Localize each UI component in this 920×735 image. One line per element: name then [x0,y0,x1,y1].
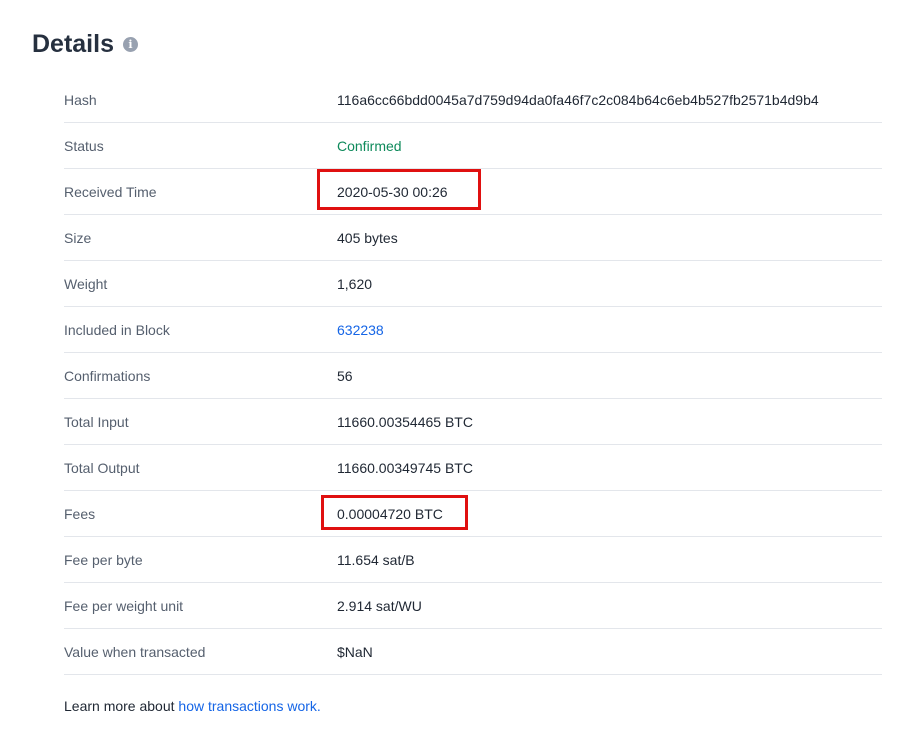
row-total-input: Total Input 11660.00354465 BTC [64,399,882,445]
footer-note: Learn more about how transactions work. [64,698,321,714]
received-time-value: 2020-05-30 00:26 [337,183,448,200]
row-label: Total Input [64,413,129,430]
row-label: Fees [64,505,96,522]
row-fees: Fees 0.00004720 BTC [64,491,882,537]
row-label: Value when transacted [64,643,206,660]
row-confirmations: Confirmations 56 [64,353,882,399]
row-block: Included in Block 632238 [64,307,882,353]
value-transacted-value: $NaN [337,643,373,660]
row-label: Total Output [64,459,140,476]
block-link[interactable]: 632238 [337,321,384,338]
row-fee-per-wu: Fee per weight unit 2.914 sat/WU [64,583,882,629]
total-input-value: 11660.00354465 BTC [337,413,473,430]
row-value-transacted: Value when transacted $NaN [64,629,882,675]
fee-per-wu-value: 2.914 sat/WU [337,597,422,614]
row-status: Status Confirmed [64,123,882,169]
row-label: Fee per weight unit [64,597,184,614]
status-value: Confirmed [337,137,402,154]
confirmations-value: 56 [337,367,353,384]
row-label: Received Time [64,183,157,200]
row-label: Weight [64,275,108,292]
info-icon[interactable]: i [122,37,138,52]
row-label: Fee per byte [64,551,143,568]
row-received-time: Received Time 2020-05-30 00:26 [64,169,882,215]
learn-more-link[interactable]: how transactions work. [178,698,321,714]
title-text: Details [32,30,114,58]
total-output-value: 11660.00349745 BTC [337,459,473,476]
row-label: Status [64,137,104,154]
details-table: Hash 116a6cc66bdd0045a7d759d94da0fa46f7c2… [64,77,882,675]
row-label: Size [64,229,92,246]
page-title: Details i [32,30,138,59]
row-weight: Weight 1,620 [64,261,882,307]
row-label: Included in Block [64,321,170,338]
row-fee-per-byte: Fee per byte 11.654 sat/B [64,537,882,583]
row-label: Confirmations [64,367,151,384]
row-hash: Hash 116a6cc66bdd0045a7d759d94da0fa46f7c2… [64,77,882,123]
row-total-output: Total Output 11660.00349745 BTC [64,445,882,491]
hash-value: 116a6cc66bdd0045a7d759d94da0fa46f7c2c084… [337,91,819,108]
weight-value: 1,620 [337,275,373,292]
row-size: Size 405 bytes [64,215,882,261]
row-label: Hash [64,91,97,108]
fees-value: 0.00004720 BTC [337,505,443,522]
size-value: 405 bytes [337,229,398,246]
footer-text: Learn more about [64,698,179,714]
fee-per-byte-value: 11.654 sat/B [337,551,415,568]
